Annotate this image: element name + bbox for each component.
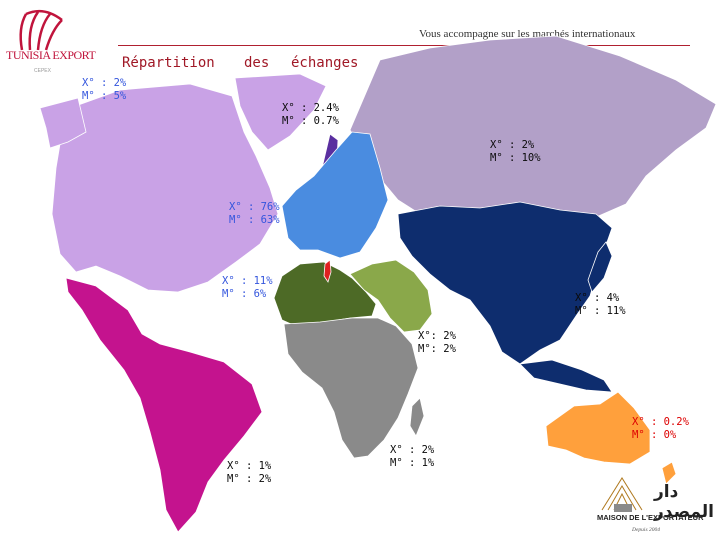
label-middle-east: X°: 2% M°: 2% (418, 330, 456, 356)
import-value: M° : 63% (229, 214, 280, 226)
label-latin-america: X° : 1% M° : 2% (227, 460, 271, 486)
export-value: X° : 2% (490, 139, 535, 151)
north-america-region (51, 83, 279, 293)
japan-region (587, 241, 613, 293)
export-value: X° : 0.2% (632, 416, 689, 428)
export-value: X°: 2% (418, 330, 456, 342)
middle-east-region (349, 259, 433, 333)
import-value: M° : 0% (632, 429, 677, 441)
import-value: M° : 6% (222, 288, 267, 300)
label-africa: X° : 2% M° : 1% (390, 444, 434, 470)
import-value: M° : 2% (227, 473, 272, 485)
tagline: Vous accompagne sur les marchés internat… (419, 28, 636, 40)
import-value: M° : 5% (82, 90, 127, 102)
logo-emblem-icon (19, 9, 63, 51)
tunisia-export-logo (4, 8, 86, 78)
export-value: X° : 76% (229, 201, 280, 213)
export-value: X° : 11% (222, 275, 273, 287)
label-russia-asia: X° : 2% M° : 10% (490, 139, 541, 165)
maison-since: Depuis 2004 (632, 527, 660, 533)
europe-region (281, 131, 389, 259)
label-maghreb: X° : 11% M° : 6% (222, 275, 273, 301)
import-value: M° : 0.7% (282, 115, 339, 127)
label-asia: X° : 4% M° : 11% (575, 292, 626, 318)
import-value: M° : 10% (490, 152, 541, 164)
label-canada: X° : 2% M° : 5% (82, 77, 126, 103)
logo-text: TUNISIA EXPORT (6, 48, 96, 62)
export-value: X° : 4% (575, 292, 620, 304)
maison-name: MAISON DE L'EXPORTATEUR (597, 513, 704, 522)
import-value: M° : 11% (575, 305, 626, 317)
import-value: M° : 1% (390, 457, 435, 469)
label-europe: X° : 76% M° : 63% (229, 201, 280, 227)
logo-subtext: CEPEX (34, 68, 51, 74)
greenland-region (234, 73, 327, 151)
label-australia: X° : 0.2% M° : 0% (632, 416, 689, 442)
indonesia-region (519, 359, 613, 393)
alaska-region (39, 97, 87, 149)
asia-region (397, 201, 613, 365)
header-rule (118, 45, 690, 46)
export-value: X° : 2% (390, 444, 435, 456)
australia-region (545, 391, 651, 465)
arabic-logo-text: دار المصدر (654, 482, 714, 522)
new-zealand-region (661, 461, 677, 485)
import-value: M°: 2% (418, 343, 456, 355)
maison-exportateur-logo (601, 477, 643, 512)
label-russia-east: X° : 2.4% M° : 0.7% (282, 102, 339, 128)
title-word: échanges (291, 55, 359, 71)
export-value: X° : 1% (227, 460, 272, 472)
sub-saharan-africa-region (283, 317, 419, 459)
export-value: X° : 2% (82, 77, 127, 89)
export-value: X° : 2.4% (282, 102, 339, 114)
title-word: des (244, 55, 270, 71)
tunisia-region (323, 259, 332, 283)
russia-region (349, 35, 717, 219)
title-word: Répartition (122, 55, 215, 71)
madagascar-region (409, 397, 425, 437)
latin-america-region (65, 277, 263, 533)
